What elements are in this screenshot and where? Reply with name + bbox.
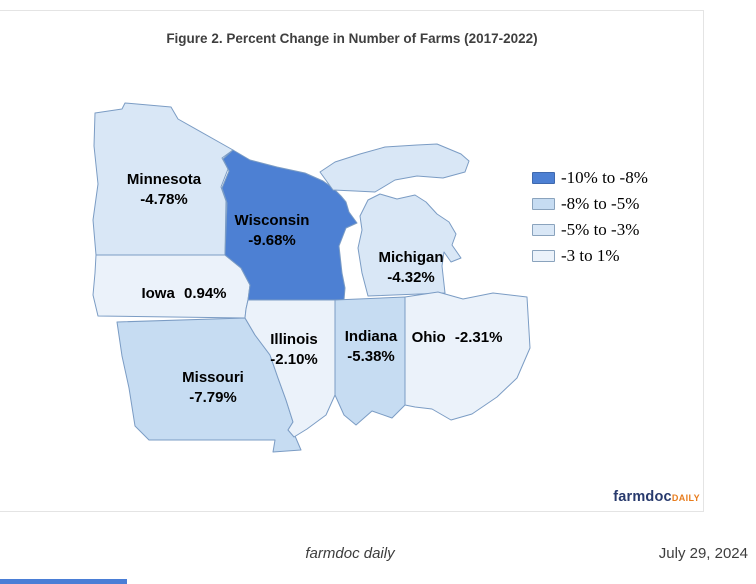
state-label-ohio: Ohio -2.31% (412, 328, 503, 348)
state-shape-ohio (404, 291, 531, 421)
footer-source: farmdoc daily (305, 545, 395, 562)
footer-date: July 29, 2024 (658, 545, 748, 562)
legend-item: -8% to -5% (532, 194, 648, 213)
legend-item: -10% to -8% (532, 168, 648, 187)
legend-label: -3 to 1% (561, 246, 620, 265)
state-value: -7.79% (189, 389, 237, 406)
logo-daily-text: DAILY (671, 493, 700, 503)
state-label-wisconsin: Wisconsin -9.68% (235, 211, 310, 252)
legend-label: -8% to -5% (561, 194, 640, 213)
state-value: -4.78% (140, 191, 188, 208)
legend-swatch-light-blue (532, 197, 555, 210)
state-shape-michigan (357, 193, 462, 297)
state-label-missouri: Missouri -7.79% (182, 368, 244, 409)
state-name: Wisconsin (234, 211, 310, 229)
state-value: -2.10% (270, 351, 318, 368)
logo-farmdoc-text: farmdoc (613, 489, 672, 505)
legend-item: -5% to -3% (532, 220, 648, 239)
legend-swatch-dark-blue (532, 171, 555, 184)
state-value: -4.32% (387, 269, 435, 286)
legend-label: -10% to -8% (561, 168, 648, 187)
state-shape-minnesota (92, 102, 234, 256)
state-value: -9.68% (248, 232, 296, 249)
legend: -10% to -8% -8% to -5% -5% to -3% -3 to … (532, 168, 648, 265)
state-label-michigan: Michigan -4.32% (378, 248, 443, 289)
state-value: -5.38% (347, 348, 395, 365)
state-shape-illinois (244, 299, 336, 438)
panel-right-border (703, 10, 704, 511)
state-name: Iowa (141, 284, 175, 302)
state-name: Michigan (378, 248, 444, 266)
legend-swatch-palest-blue (532, 249, 555, 262)
partial-blue-element (0, 579, 127, 584)
choropleth-map (65, 88, 540, 508)
panel-top-border (0, 10, 704, 11)
farmdoc-daily-logo: farmdoc DAILY (613, 489, 700, 505)
state-shape-michigan-upper-peninsula (319, 143, 470, 193)
state-label-iowa: Iowa 0.94% (141, 284, 226, 304)
state-value: 0.94% (183, 284, 227, 302)
state-name: Illinois (270, 330, 318, 348)
state-label-minnesota: Minnesota -4.78% (127, 170, 201, 211)
state-name: Minnesota (126, 170, 202, 188)
figure-title: Figure 2. Percent Change in Number of Fa… (166, 31, 538, 46)
legend-label: -5% to -3% (561, 220, 640, 239)
state-label-illinois: Illinois -2.10% (270, 330, 318, 371)
state-shape-wisconsin (221, 149, 358, 301)
state-label-indiana: Indiana -5.38% (345, 327, 398, 368)
legend-item: -3 to 1% (532, 246, 648, 265)
legend-swatch-lighter-blue (532, 223, 555, 236)
state-name: Ohio (411, 328, 446, 346)
state-name: Missouri (182, 368, 244, 386)
panel-bottom-border (0, 511, 704, 512)
state-value: -2.31% (454, 328, 503, 346)
state-name: Indiana (344, 327, 398, 345)
